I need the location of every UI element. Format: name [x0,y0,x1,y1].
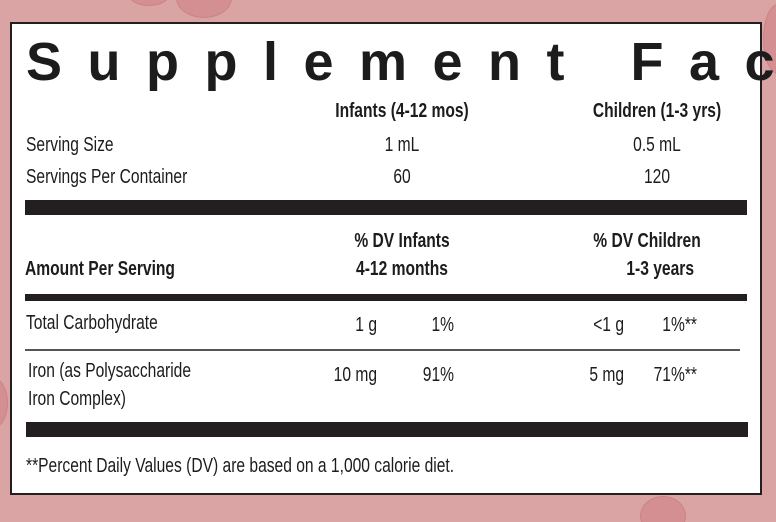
decorative-circle [640,496,686,522]
dv-infants-header-line2: 4-12 months [356,258,448,280]
servings-per-container-label: Servings Per Container [26,166,188,188]
nutrient-children-dv: 71%** [653,364,697,386]
serving-size-infants: 1 mL [384,134,420,156]
divider-medium [25,294,747,301]
nutrient-infants-amount: 1 g [355,314,377,336]
label-title: Supplement Facts [26,32,776,92]
divider-thick-bottom [26,422,748,437]
servings-per-container-children: 120 [643,166,671,188]
amount-per-serving-label: Amount Per Serving [25,258,175,280]
nutrient-name-line1: Iron (as Polysaccharide [28,360,192,382]
serving-size-label: Serving Size [26,134,114,156]
nutrient-infants-dv: 91% [422,364,454,386]
dv-children-header-line2: 1-3 years [626,258,694,280]
nutrient-name-line2: Iron Complex) [28,388,126,410]
column-header-children: Children (1-3 yrs) [592,100,722,122]
divider-thick [25,200,747,215]
nutrient-name: Total Carbohydrate [26,312,158,334]
divider-thin [25,349,740,351]
footnote: **Percent Daily Values (DV) are based on… [26,455,455,477]
dv-children-header-line1: % DV Children [593,230,701,252]
nutrient-infants-amount: 10 mg [333,364,377,386]
supplement-facts-label: Supplement Facts Infants (4-12 mos) Chil… [10,22,776,495]
decorative-circle [176,0,232,18]
nutrient-children-dv: 1%** [662,314,697,336]
serving-size-children: 0.5 mL [633,134,681,156]
nutrient-children-amount: <1 g [593,314,624,336]
nutrient-infants-dv: 1% [431,314,454,336]
decorative-circle [0,378,8,428]
column-header-infants: Infants (4-12 mos) [335,100,469,122]
nutrient-children-amount: 5 mg [589,364,624,386]
decorative-circle [128,0,170,6]
servings-per-container-infants: 60 [393,166,411,188]
dv-infants-header-line1: % DV Infants [354,230,450,252]
